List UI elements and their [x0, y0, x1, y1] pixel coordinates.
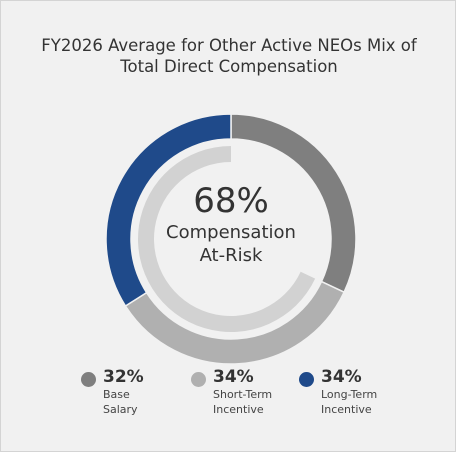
legend-label: Long-Term Incentive	[321, 388, 378, 416]
legend-item: 34% Long-Term Incentive	[299, 367, 401, 417]
chart-title: FY2026 Average for Other Active NEOs Mix…	[41, 36, 417, 76]
legend-swatch	[191, 372, 206, 387]
legend-label: Base Salary	[103, 388, 138, 416]
legend-item: 34% Short-Term Incentive	[191, 367, 293, 417]
legend-text: 34% Long-Term Incentive	[321, 367, 401, 417]
legend-swatch	[299, 372, 314, 387]
legend-swatch	[81, 372, 96, 387]
legend-text: 32% Base Salary	[103, 367, 147, 417]
legend-value: 34%	[213, 367, 254, 387]
legend-value: 34%	[321, 367, 362, 387]
legend-value: 32%	[103, 367, 144, 387]
legend-text: 34% Short-Term Incentive	[213, 367, 293, 417]
slice	[105, 113, 232, 308]
legend-item: 32% Base Salary	[81, 367, 147, 417]
center-value: 68%	[193, 181, 269, 221]
legend-label: Short-Term Incentive	[213, 388, 273, 416]
center-text: Compensation At-Risk	[166, 222, 296, 266]
